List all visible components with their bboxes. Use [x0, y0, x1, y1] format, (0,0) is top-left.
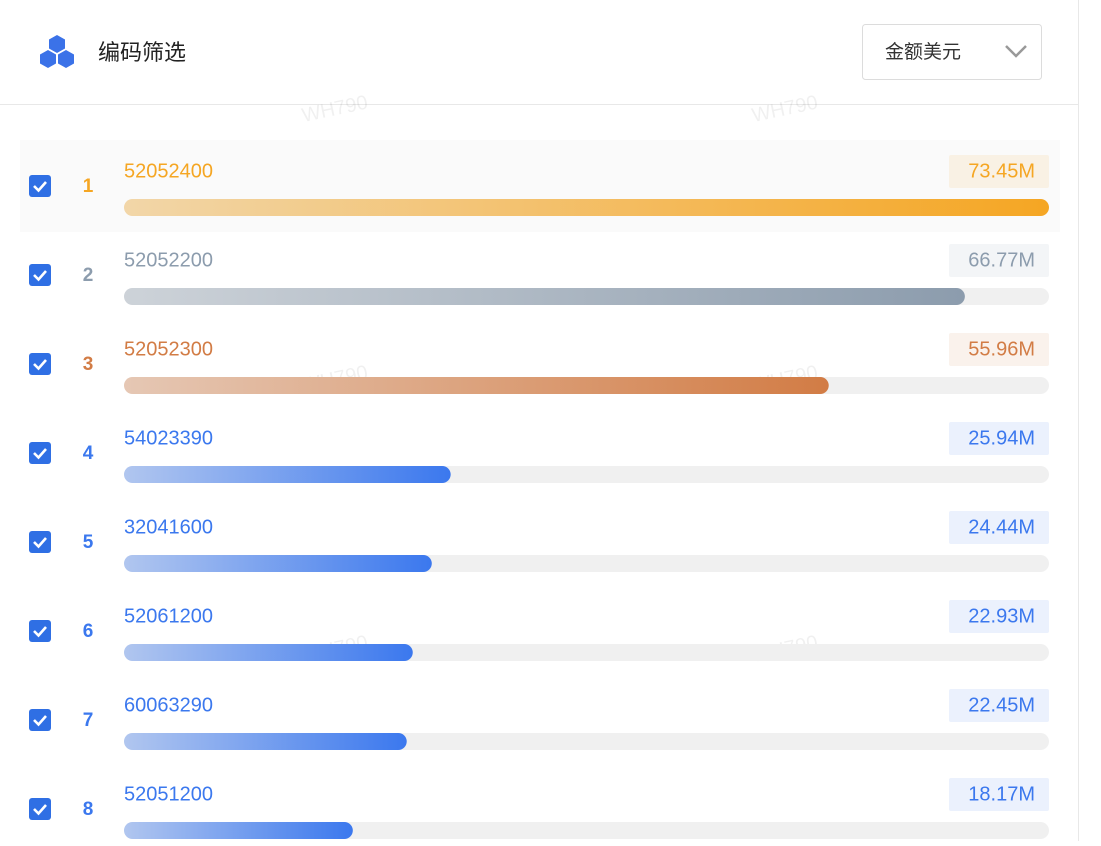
- row[interactable]: 3 52052300 55.96M: [29, 333, 1049, 394]
- checkbox[interactable]: [29, 264, 51, 286]
- value-label: 22.45M: [968, 694, 1035, 716]
- checkbox-box: [29, 531, 51, 553]
- row[interactable]: 5 32041600 24.44M: [29, 511, 1049, 572]
- checkbox-box: [29, 353, 51, 375]
- checkbox[interactable]: [29, 175, 51, 197]
- value-label: 73.45M: [968, 160, 1035, 182]
- value-label: 18.17M: [968, 783, 1035, 805]
- checkbox[interactable]: [29, 709, 51, 731]
- rank: 1: [83, 176, 94, 197]
- value-label-bg: [949, 333, 1049, 366]
- bar: [124, 288, 965, 305]
- checkbox-box: [29, 709, 51, 731]
- bar: [124, 644, 413, 661]
- value-label: 22.93M: [968, 605, 1035, 627]
- watermark: WH790: [300, 92, 370, 127]
- code: 52051200: [124, 783, 213, 805]
- value-label: 66.77M: [968, 249, 1035, 271]
- rank: 7: [83, 710, 94, 731]
- bar: [124, 199, 1049, 216]
- dropdown-label[interactable]: 金额美元: [885, 41, 961, 63]
- bar: [124, 377, 829, 394]
- checkbox-box: [29, 264, 51, 286]
- checkbox-tick: [33, 715, 47, 727]
- rank: 6: [83, 621, 94, 642]
- value-label: 25.94M: [968, 427, 1035, 449]
- checkbox[interactable]: [29, 442, 51, 464]
- code: 32041600: [124, 516, 213, 538]
- row[interactable]: 2 52052200 66.77M: [29, 244, 1049, 305]
- value-label: 55.96M: [968, 338, 1035, 360]
- rank: 2: [83, 265, 94, 286]
- value-label-bg: [949, 244, 1049, 277]
- header-title: 编码筛选: [98, 40, 186, 65]
- checkbox-tick: [33, 626, 47, 638]
- checkbox-tick: [33, 359, 47, 371]
- checkbox-tick: [33, 537, 47, 549]
- value-label-bg: [949, 778, 1049, 811]
- checkbox-box: [29, 175, 51, 197]
- code: 60063290: [124, 694, 213, 716]
- checkbox-tick: [33, 181, 47, 193]
- checkbox-tick: [33, 804, 47, 816]
- bar: [124, 555, 432, 572]
- rank: 5: [83, 532, 94, 553]
- checkbox-box: [29, 798, 51, 820]
- code: 52052200: [124, 249, 213, 271]
- value-label-bg: [949, 155, 1049, 188]
- rank: 8: [83, 799, 94, 820]
- bar: [124, 466, 451, 483]
- row[interactable]: 6 52061200 22.93M: [29, 600, 1049, 661]
- checkbox[interactable]: [29, 531, 51, 553]
- value-label-bg: [949, 511, 1049, 544]
- dropdown[interactable]: 金额美元: [862, 24, 1042, 80]
- watermark: WH790: [750, 92, 820, 127]
- value-label-bg: [949, 422, 1049, 455]
- row[interactable]: 7 60063290 22.45M: [29, 689, 1049, 750]
- logo-icon: [40, 35, 74, 68]
- checkbox[interactable]: [29, 798, 51, 820]
- checkbox-tick: [33, 270, 47, 282]
- row[interactable]: 8 52051200 18.17M: [29, 778, 1049, 839]
- checkbox-box: [29, 620, 51, 642]
- row[interactable]: 4 54023390 25.94M: [29, 422, 1049, 483]
- checkbox[interactable]: [29, 620, 51, 642]
- bar: [124, 822, 353, 839]
- checkbox-tick: [33, 448, 47, 460]
- bar-track: [124, 822, 1049, 839]
- value-label-bg: [949, 689, 1049, 722]
- row-highlight: [20, 140, 1060, 232]
- code: 52052300: [124, 338, 213, 360]
- row[interactable]: 1 52052400 73.45M: [29, 155, 1049, 216]
- rank: 3: [83, 354, 94, 375]
- value-label: 24.44M: [968, 516, 1035, 538]
- checkbox[interactable]: [29, 353, 51, 375]
- code: 52052400: [124, 160, 213, 182]
- value-label-bg: [949, 600, 1049, 633]
- dropdown-chevron[interactable]: [1005, 45, 1027, 58]
- bar: [124, 733, 407, 750]
- rank: 4: [83, 443, 94, 464]
- dropdown-box[interactable]: [862, 24, 1042, 80]
- code: 54023390: [124, 427, 213, 449]
- checkbox-box: [29, 442, 51, 464]
- code: 52061200: [124, 605, 213, 627]
